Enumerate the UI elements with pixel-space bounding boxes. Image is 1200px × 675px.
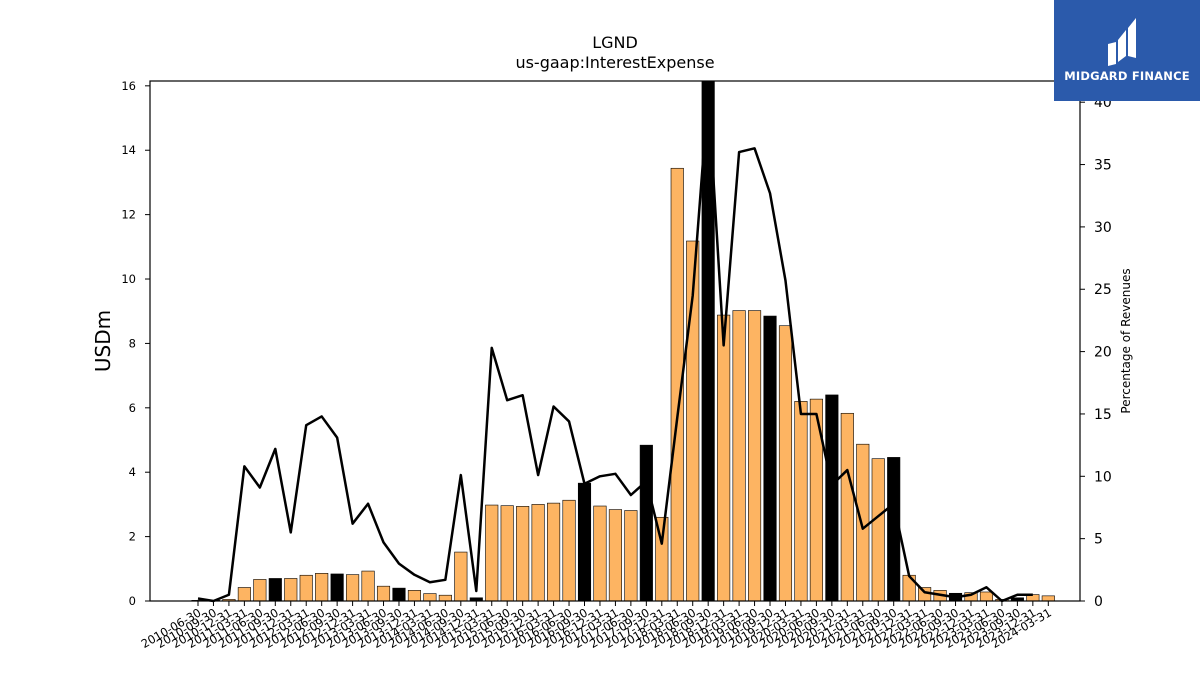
bar: [438, 594, 452, 602]
bar: [423, 593, 437, 602]
bar: [593, 505, 607, 602]
bar: [500, 505, 514, 602]
y2-tick-label: 25: [1094, 282, 1112, 298]
logo-text: MIDGARD FINANCE: [1064, 69, 1190, 83]
bar: [392, 587, 406, 602]
bar: [237, 587, 251, 602]
bar: [299, 574, 313, 602]
bar: [547, 502, 561, 602]
y-tick-label: 0: [129, 594, 136, 608]
y-tick-label: 12: [121, 208, 136, 222]
bar: [376, 585, 391, 602]
bar: [454, 551, 468, 602]
bar: [856, 443, 870, 602]
bar: [531, 504, 545, 602]
bar: [284, 578, 298, 602]
y2-tick-label: 35: [1094, 158, 1112, 174]
y-tick-label: 8: [129, 336, 136, 350]
bar: [825, 394, 839, 602]
y2-tick-label: 20: [1094, 345, 1112, 361]
bar: [562, 499, 576, 602]
chart-subtitle: us-gaap:InterestExpense: [515, 53, 715, 72]
y-tick-label: 16: [121, 79, 136, 93]
y2-tick-label: 30: [1094, 220, 1112, 236]
series-line: [197, 92, 1033, 603]
y-tick-label: 6: [129, 401, 136, 415]
bar: [840, 412, 854, 602]
bar: [639, 444, 653, 602]
bar: [361, 570, 375, 602]
y2-tick-label: 5: [1094, 532, 1103, 548]
bar: [608, 509, 622, 602]
bar: [407, 590, 421, 602]
y2-tick-label: 0: [1094, 594, 1103, 610]
bar: [717, 314, 731, 602]
bar: [1041, 595, 1055, 602]
y-tick-label: 10: [121, 272, 136, 286]
y2-tick-label: 10: [1094, 469, 1112, 485]
bar: [778, 325, 793, 602]
y2-tick-label: 15: [1094, 407, 1112, 423]
logo-mark-icon: [1108, 18, 1136, 66]
bar: [315, 573, 329, 602]
bar: [516, 506, 530, 602]
bar: [485, 504, 499, 602]
bar: [330, 573, 344, 602]
bar: [577, 482, 592, 602]
bar: [253, 579, 267, 602]
bar: [624, 510, 638, 602]
bar: [268, 578, 282, 602]
bar: [346, 574, 360, 602]
bar: [763, 315, 777, 602]
bar: [732, 310, 746, 602]
y-tick-label: 4: [129, 465, 136, 479]
bar: [871, 458, 885, 602]
bar: [979, 591, 994, 602]
chart-title: LGND: [592, 33, 638, 52]
y-tick-label: 14: [121, 143, 136, 157]
bar: [748, 310, 762, 602]
bar: [794, 401, 808, 602]
y2-axis-label: Percentage of Revenues: [1119, 268, 1133, 413]
y-axis-label: USDm: [91, 310, 115, 372]
y-tick-label: 2: [129, 530, 136, 544]
brand-logo: MIDGARD FINANCE: [1054, 0, 1200, 101]
